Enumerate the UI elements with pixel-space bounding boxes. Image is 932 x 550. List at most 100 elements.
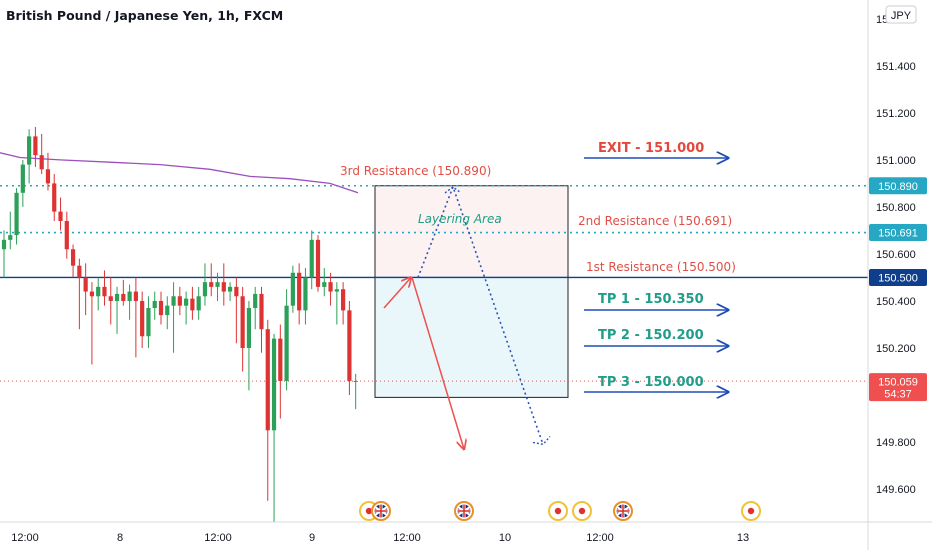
candle-body-33 [209,282,214,287]
candle-body-13 [83,277,88,292]
layering-area-label: Layering Area [418,212,502,226]
price-tick-3: 150.200 [876,343,916,355]
candle-body-38 [240,296,245,348]
target-label-tp3: TP 3 - 150.000 [598,375,704,390]
resistance-label-3: 3rd Resistance (150.890) [340,164,491,178]
candle-body-32 [202,282,208,297]
candle-body-1 [8,235,13,240]
candle-body-19 [121,293,126,301]
price-tick-4: 150.400 [876,296,916,308]
candle-body-39 [246,308,252,348]
candle-body-29 [184,298,189,306]
price-tag-0 [869,177,927,195]
layering-zone-lower [374,276,569,398]
time-tick-4: 12:00 [393,532,421,544]
candle-body-12 [77,265,82,278]
price-tag-value-1: 150.691 [878,228,918,240]
currency-badge[interactable] [885,5,917,24]
candle-body-7 [45,169,51,184]
price-tag-value-3: 150.059 [878,377,918,389]
candle-body-36 [227,286,233,292]
price-tag-countdown: 54:37 [884,389,912,401]
candle-body-8 [52,183,57,212]
candle-body-3 [20,164,25,193]
price-tag-3 [869,373,927,402]
price-tick-1: 149.800 [876,437,916,449]
candle-body-14 [89,291,95,297]
candle-body-17 [108,296,113,301]
resistance-label-2: 2nd Resistance (150.691) [578,214,732,228]
layering-zone-upper [374,185,569,278]
candle-body-48 [303,277,308,311]
candle-body-10 [64,221,69,250]
price-tick-5: 150.600 [876,249,916,261]
candle-body-2 [14,192,19,236]
candle-body-51 [322,282,327,287]
time-tick-3: 9 [309,532,315,544]
event-dot-icon [578,507,586,515]
candle-body-24 [152,300,157,309]
candle-body-21 [133,291,138,301]
candle-body-43 [271,338,277,431]
candle-body-26 [165,305,170,316]
candle-body-6 [39,155,44,170]
candle-body-42 [265,329,270,431]
candle-body-28 [177,296,182,306]
candle-body-44 [278,338,283,381]
candle-body-5 [33,136,38,156]
candle-body-23 [146,308,151,337]
uk-flag-icon [374,504,388,518]
price-tick-8: 151.200 [876,108,916,120]
candle-body-9 [58,211,63,222]
candle-body-53 [334,289,339,292]
candle-body-25 [158,300,164,316]
price-tag-value-0: 150.890 [878,181,918,193]
candle-body-49 [309,239,314,278]
target-label-tp1: TP 1 - 150.350 [598,292,704,307]
candle-body-30 [190,298,195,311]
currency-badge-label: JPY [891,10,912,22]
price-tick-7: 151.000 [876,155,916,167]
time-axis[interactable]: 12:00 8 12:00 9 12:00 10 12:00 13 [11,532,749,544]
candle-body-56 [353,380,358,382]
candle-body-22 [140,300,145,337]
event-dot-icon [747,507,755,515]
candle-body-41 [259,293,264,330]
candle-body-15 [96,286,101,297]
price-tick-0: 149.600 [876,484,916,496]
projected-path-peak-arrow [444,186,462,194]
candle-body-11 [70,249,76,266]
time-tick-5: 10 [499,532,511,544]
price-tag-2 [869,268,927,286]
arrow-up-to-resistance [383,277,411,309]
resistance-label-1: 1st Resistance (150.500) [586,260,736,274]
projected-path-end-arrow [532,435,551,446]
time-tick-6: 12:00 [586,532,614,544]
candle-body-46 [290,272,295,306]
candle-body-50 [315,239,321,287]
time-tick-0: 12:00 [11,532,39,544]
candle-body-27 [171,296,176,306]
price-tick-6: 150.800 [876,202,916,214]
candles [1,126,358,522]
candle-body-16 [102,286,107,297]
price-tick-9: 151.400 [876,61,916,73]
candle-body-37 [234,286,239,297]
candle-body-0 [1,239,7,250]
candle-body-4 [27,136,32,165]
candle-body-52 [328,282,333,292]
uk-flag-icon [616,504,630,518]
target-label-exit: EXIT - 151.000 [598,141,704,156]
event-markers[interactable] [359,501,761,521]
event-dot-icon [365,507,373,515]
candle-body-54 [341,289,346,311]
time-tick-7: 13 [737,532,749,544]
event-dot-icon [554,507,562,515]
price-tag-value-2: 150.500 [878,272,918,284]
candle-body-20 [127,291,132,301]
arrow-down-target [411,277,464,449]
candle-body-40 [253,293,258,309]
candle-body-45 [284,305,289,381]
